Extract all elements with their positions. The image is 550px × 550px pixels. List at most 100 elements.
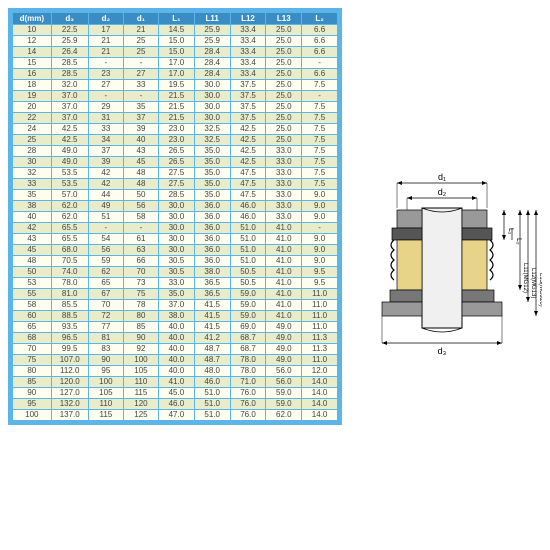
table-cell: 71.0 xyxy=(230,377,266,388)
table-cell: 19 xyxy=(13,91,52,102)
table-cell: 33.4 xyxy=(230,47,266,58)
table-cell: 37.5 xyxy=(230,102,266,113)
table-cell: 48 xyxy=(13,256,52,267)
table-cell: 9.0 xyxy=(302,245,338,256)
table-cell: 41.0 xyxy=(266,245,302,256)
table-cell: 41.0 xyxy=(266,267,302,278)
table-cell: 70 xyxy=(13,344,52,355)
table-cell: 46.0 xyxy=(194,377,230,388)
table-cell: 25.0 xyxy=(266,58,302,69)
table-cell: 78.0 xyxy=(230,366,266,377)
table-cell: 49.0 xyxy=(266,344,302,355)
table-cell: 6.6 xyxy=(302,36,338,47)
table-cell: 38 xyxy=(13,201,52,212)
table-row: 1225.9212515.025.933.425.06.6 xyxy=(13,36,338,47)
table-cell: 51.0 xyxy=(230,256,266,267)
label-d1: d₁ xyxy=(438,172,446,182)
table-cell: 110 xyxy=(88,399,123,410)
table-cell: 33.0 xyxy=(266,146,302,157)
table-cell: 20 xyxy=(13,102,52,113)
table-cell: 36.0 xyxy=(194,223,230,234)
table-cell: 26.5 xyxy=(159,157,195,168)
table-cell: 30.0 xyxy=(159,223,195,234)
table-cell: 57.0 xyxy=(51,190,88,201)
table-cell: 30.0 xyxy=(194,113,230,124)
table-cell: 48.7 xyxy=(194,355,230,366)
table-cell: 65.5 xyxy=(51,223,88,234)
table-row: 85120.010011041.046.071.056.014.0 xyxy=(13,377,338,388)
table-cell: 80 xyxy=(13,366,52,377)
table-cell: 12 xyxy=(13,36,52,47)
table-cell: 56.0 xyxy=(266,366,302,377)
table-cell: 80 xyxy=(123,311,158,322)
table-cell: 14 xyxy=(13,47,52,58)
table-cell: 51.0 xyxy=(230,223,266,234)
table-cell: 6.6 xyxy=(302,69,338,80)
col-header: L13 xyxy=(266,13,302,25)
table-cell: 35.0 xyxy=(194,190,230,201)
label-l2: L₂ xyxy=(515,238,522,245)
table-cell: 28.5 xyxy=(159,190,195,201)
table-cell: 6.6 xyxy=(302,25,338,36)
table-cell: 33.0 xyxy=(266,179,302,190)
table-cell: - xyxy=(88,58,123,69)
table-cell: 33.4 xyxy=(230,36,266,47)
table-row: 3557.0445028.535.047.533.09.0 xyxy=(13,190,338,201)
table-cell: 47.0 xyxy=(159,410,195,421)
table-cell: 78.0 xyxy=(51,278,88,289)
table-cell: 33.4 xyxy=(230,69,266,80)
table-cell: 14.0 xyxy=(302,410,338,421)
table-cell: 59.0 xyxy=(230,311,266,322)
table-cell: 30.0 xyxy=(194,80,230,91)
table-cell: 35.0 xyxy=(194,157,230,168)
table-cell: 40.0 xyxy=(159,355,195,366)
table-cell: 49.0 xyxy=(266,333,302,344)
table-cell: 30.0 xyxy=(159,201,195,212)
table-cell: 51.0 xyxy=(194,399,230,410)
table-cell: 33.4 xyxy=(230,25,266,36)
table-cell: 28.5 xyxy=(51,58,88,69)
table-cell: 58 xyxy=(13,300,52,311)
table-cell: 7.5 xyxy=(302,179,338,190)
table-cell: 34 xyxy=(88,135,123,146)
table-cell: 25.0 xyxy=(266,47,302,58)
dimension-table-wrapper: d(mm)d₃d₂d₁L₁L11L12L13L₂ 1022.5172114.52… xyxy=(8,8,342,425)
table-cell: 65 xyxy=(13,322,52,333)
table-cell: 49 xyxy=(88,201,123,212)
table-cell: 38.0 xyxy=(194,267,230,278)
table-cell: 33.0 xyxy=(266,201,302,212)
table-cell: 42 xyxy=(88,179,123,190)
table-cell: 76.0 xyxy=(230,388,266,399)
table-cell: 9.5 xyxy=(302,267,338,278)
table-cell: 21 xyxy=(88,47,123,58)
label-l12: L12(MG13) xyxy=(530,268,536,298)
table-cell: 33.0 xyxy=(266,168,302,179)
table-cell: 30.0 xyxy=(159,234,195,245)
table-cell: 53 xyxy=(13,278,52,289)
table-cell: 49.0 xyxy=(266,322,302,333)
table-cell: 74.0 xyxy=(51,267,88,278)
table-cell: 127.0 xyxy=(51,388,88,399)
table-cell: 37 xyxy=(123,113,158,124)
table-cell: 30.0 xyxy=(194,91,230,102)
table-cell: 67 xyxy=(88,289,123,300)
col-header: d₂ xyxy=(88,13,123,25)
table-cell: 43 xyxy=(13,234,52,245)
table-cell: 33.0 xyxy=(266,212,302,223)
table-cell: 30 xyxy=(13,157,52,168)
label-l13: L13(MG920) xyxy=(538,273,542,307)
table-cell: 72 xyxy=(88,311,123,322)
table-cell: 11.3 xyxy=(302,344,338,355)
table-cell: - xyxy=(302,91,338,102)
table-cell: 35 xyxy=(123,102,158,113)
table-cell: 36.0 xyxy=(194,245,230,256)
table-cell: 81.0 xyxy=(51,289,88,300)
table-cell: 23.0 xyxy=(159,124,195,135)
table-cell: 7.5 xyxy=(302,113,338,124)
table-cell: 7.5 xyxy=(302,146,338,157)
table-cell: 21.5 xyxy=(159,91,195,102)
table-cell: 59.0 xyxy=(266,399,302,410)
table-cell: 32 xyxy=(13,168,52,179)
table-cell: 37.5 xyxy=(230,80,266,91)
table-cell: 15.0 xyxy=(159,47,195,58)
